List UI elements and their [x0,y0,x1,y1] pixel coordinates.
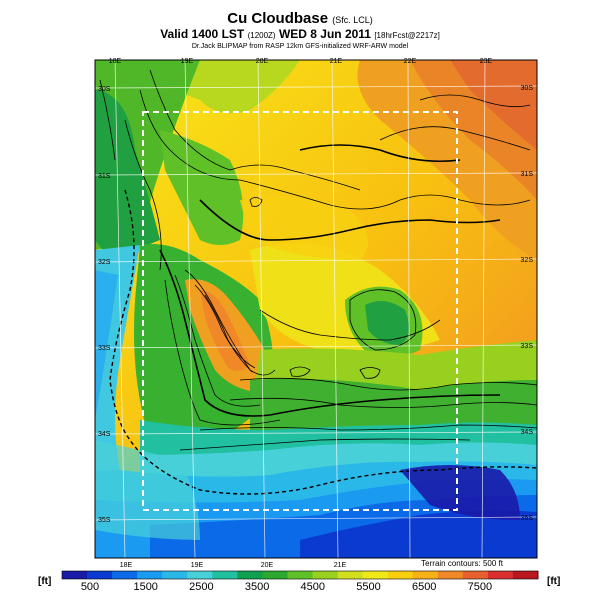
colorbar-unit-left: [ft] [38,576,51,587]
lat-label: 34S [521,429,534,436]
lon-label: 23E [480,58,493,65]
lat-label: 35S [521,515,534,522]
lat-label: 31S [98,173,111,180]
lat-label: 34S [98,431,111,438]
colorbar-swatch [312,571,339,579]
colorbar-swatch [137,571,163,579]
lon-label: 20E [261,562,274,569]
lon-labels-bottom: 18E 19E 20E 21E [120,562,347,569]
coastline [109,189,537,495]
colorbar-swatches [62,571,539,579]
inner-domain-box [142,111,458,511]
lat-labels-left: 30S 31S 32S 33S 34S 35S [98,86,111,524]
lat-label: 35S [98,517,111,524]
lon-label: 21E [330,58,343,65]
colorbar-swatch [87,571,113,579]
lon-label: 22E [404,58,417,65]
colorbar-swatch [262,571,288,579]
model-subtitle: Dr.Jack BLIPMAP from RASP 12km GFS-initi… [191,43,409,50]
lat-label: 33S [521,343,534,350]
map-frame [94,59,538,559]
map-title: Cu Cloudbase (Sfc. LCL) [227,10,373,27]
colorbar-swatch [487,571,514,579]
terrain-contours [99,69,537,451]
colorbar-swatch [512,571,539,579]
valid-time-line: Valid 1400 LST (1200Z) WED 8 Jun 2011 [1… [160,27,440,41]
colorbar-swatch [437,571,464,579]
colorbar-tick-label: 2500 [189,581,213,593]
colorbar-swatch [112,571,138,579]
major-contours [159,144,501,417]
colorbar-swatch [187,571,213,579]
colorbar-tick-label: 3500 [245,581,269,593]
colorbar-swatch [62,571,88,579]
colorbar-swatch [162,571,188,579]
colorbar-swatch [337,571,364,579]
colorbar-swatch [362,571,389,579]
colorbar-swatch [387,571,414,579]
lat-label: 30S [98,86,111,93]
colorbar-unit-right: [ft] [547,576,560,587]
lon-label: 18E [109,58,122,65]
terrain-contour-note: Terrain contours: 500 ft [421,559,504,568]
colorbar-swatch [462,571,489,579]
colorbar-tick-label: 1500 [133,581,157,593]
colorbar-swatch [212,571,238,579]
lon-label: 18E [120,562,133,569]
colorbar-tick-labels: 500 1500 2500 3500 4500 5500 6500 7500 [81,581,492,593]
colorbar-tick-label: 5500 [356,581,380,593]
lat-label: 31S [521,171,534,178]
colorbar-tick-label: 6500 [412,581,436,593]
colorbar-frame [61,570,539,580]
lon-label: 19E [181,58,194,65]
lat-label: 32S [521,257,534,264]
lat-label: 30S [521,85,534,92]
lat-label: 33S [98,345,111,352]
colorbar-swatch [412,571,439,579]
colorbar-swatch [237,571,263,579]
lat-lon-grid [95,60,537,558]
lon-label: 19E [191,562,204,569]
lat-label: 32S [98,259,111,266]
lon-label: 21E [334,562,347,569]
colorbar-tick-label: 4500 [301,581,325,593]
lat-labels-right: 30S 31S 32S 33S 34S 35S [521,85,534,522]
colorbar-tick-label: 7500 [468,581,492,593]
colorbar-swatch [287,571,314,579]
colorbar-tick-label: 500 [81,581,99,593]
lon-labels-top: 18E 19E 20E 21E 22E 23E [109,58,493,65]
lon-label: 20E [256,58,269,65]
